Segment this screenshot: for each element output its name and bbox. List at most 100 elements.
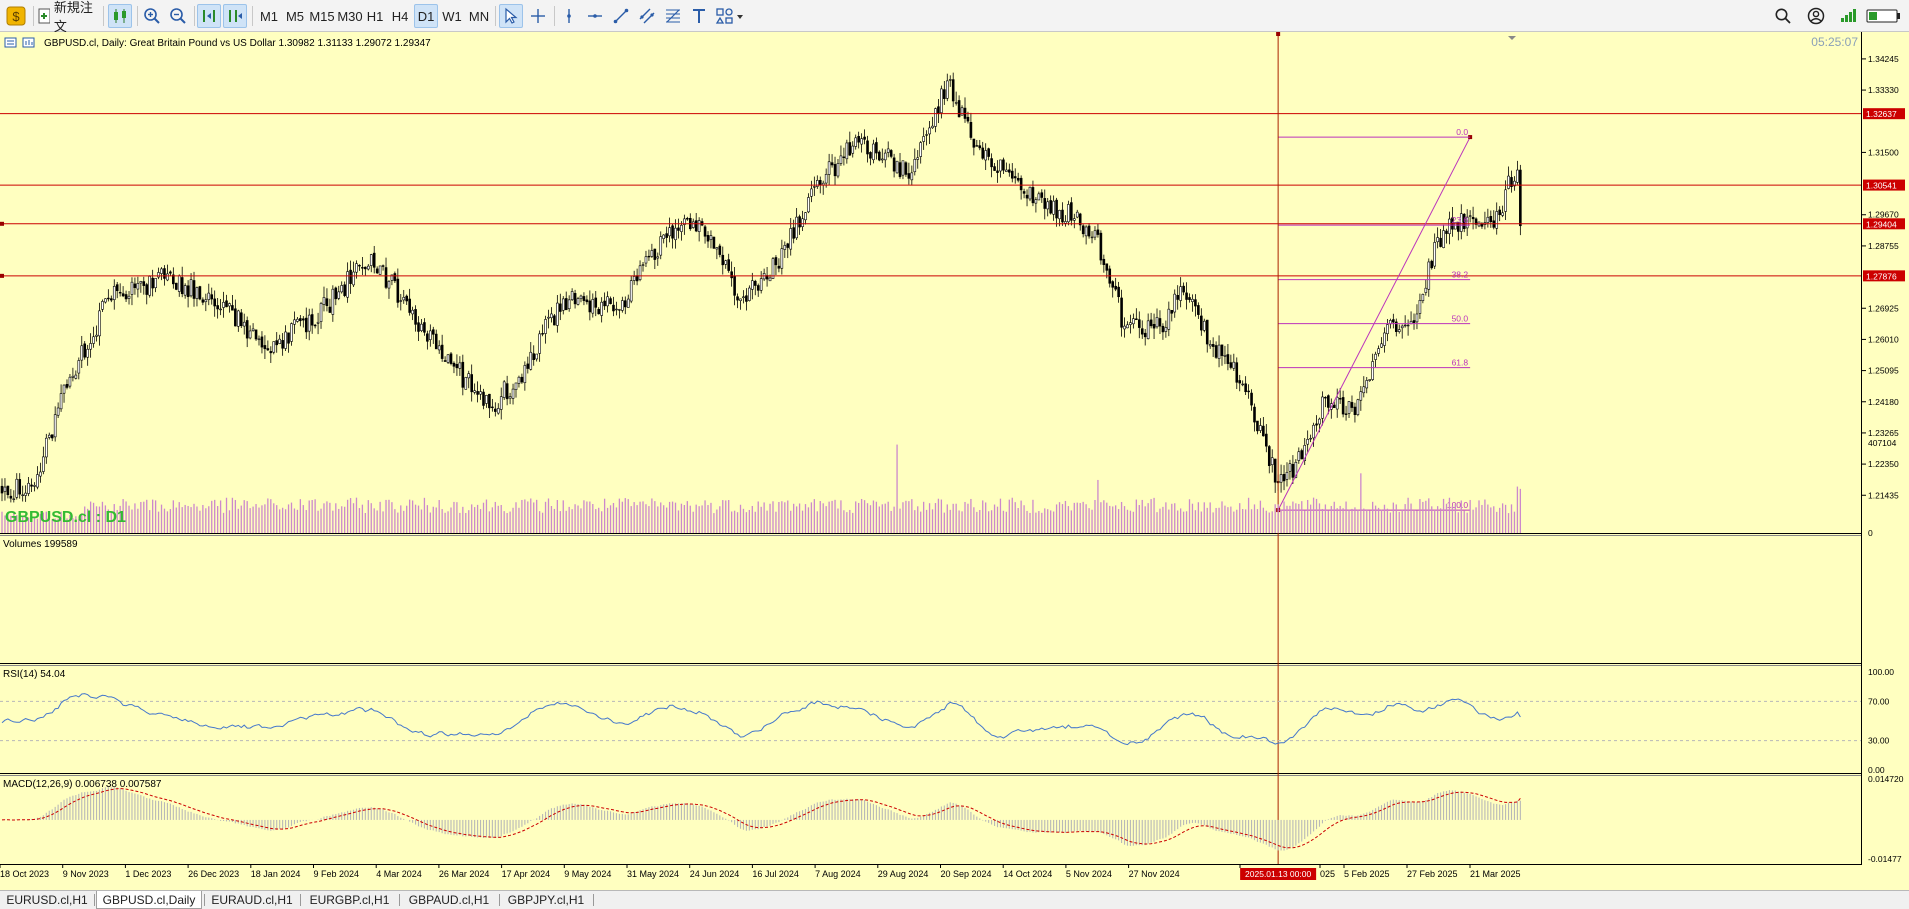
tab-gbpaud-h1[interactable]: GBPAUD.cl,H1 [408,893,490,907]
candle [647,249,651,261]
candle [384,257,388,290]
line-handle[interactable] [1276,32,1281,36]
chart-window[interactable]: 0.0 23.6 38.2 50.0 61.8 100.0 1.32637 1.30541 1… [0,32,1909,890]
timeframe-m1[interactable]: M1 [259,8,279,24]
time-axis-label: 14 Oct 2024 [1003,869,1052,879]
timeframe-m5[interactable]: M5 [285,8,305,24]
tab-gbpusd-daily[interactable]: GBPUSD.cl,Daily [96,891,202,909]
candle [1149,312,1153,329]
crosshair-icon[interactable] [526,4,550,28]
tab-euraud-h1[interactable]: EURAUD.cl,H1 [211,893,293,907]
candle [783,241,787,258]
chart-shift-marker-icon[interactable] [1508,36,1516,40]
candle [1176,285,1179,310]
timeframe-m30[interactable]: M30 [337,8,363,24]
candle [1321,391,1324,426]
candle [346,262,349,303]
time-axis-label: 9 Feb 2024 [314,869,360,879]
timeframe-w1[interactable]: W1 [442,8,462,24]
candlestick-chart-icon[interactable] [108,4,132,28]
main-price-pane[interactable]: 0.0 23.6 38.2 50.0 61.8 100.0 [0,32,1861,864]
search-icon[interactable] [1771,4,1795,28]
symbol-watermark: GBPUSD.cl : D1 [5,509,126,526]
candle [1244,376,1247,395]
candle [1306,430,1309,453]
candle [733,267,736,306]
candle [594,291,598,317]
candle [83,341,87,360]
candle [15,473,19,500]
candle [59,384,63,412]
zoom-in-icon[interactable] [140,4,164,28]
account-icon[interactable] [1804,4,1828,28]
candle [154,278,157,293]
macd-axis-label: 0.014720 [1868,774,1904,784]
candle [786,242,790,259]
candle [588,290,592,321]
candle [1430,259,1434,270]
chart-shift-icon[interactable] [223,4,247,28]
tab-eurusd-h1[interactable]: EURUSD.cl,H1 [6,893,88,907]
timeframe-h1[interactable]: H1 [366,8,384,24]
new-order-icon [38,8,50,24]
zoom-out-icon[interactable] [166,4,190,28]
candle [564,291,568,311]
candle [529,342,533,371]
candle [299,315,302,327]
time-axis: 18 Oct 2023 9 Nov 2023 1 Dec 2023 26 Dec 20… [0,864,1521,880]
timeframe-d1[interactable]: D1 [414,4,438,28]
candle [816,175,819,189]
new-order-button[interactable]: 新規注文 [38,0,98,34]
timeframe-mn[interactable]: MN [468,8,490,24]
candle [615,301,618,316]
trend-line-icon[interactable] [609,4,633,28]
tab-gbpjpy-h1[interactable]: GBPJPY.cl,H1 [507,893,585,907]
candle [313,323,317,329]
candle [121,286,125,298]
fibonacci-icon[interactable] [661,4,685,28]
candle [1188,293,1191,303]
signal-level-icon[interactable] [1836,4,1860,28]
rsi-pane[interactable] [0,693,1861,746]
candle [570,288,574,302]
timeframe-h4[interactable]: H4 [391,8,409,24]
candle [629,275,633,304]
algo-trading-icon[interactable]: $ [4,4,28,28]
tab-eurgbp-h1[interactable]: EURGBP.cl,H1 [309,893,390,907]
auto-scroll-icon[interactable] [197,4,221,28]
candle [765,266,769,287]
line-handle[interactable] [0,221,4,226]
candle [931,116,934,129]
horizontal-line-icon[interactable] [583,4,607,28]
candle [972,138,976,156]
candle [996,160,999,183]
candle [12,490,16,503]
candle [1037,191,1041,201]
chart-info-icon[interactable] [4,37,35,48]
candle [751,272,754,300]
channel-icon[interactable] [635,4,659,28]
candle [833,156,837,186]
candle [222,291,225,318]
timeframe-m15[interactable]: M15 [309,8,335,24]
candle [1480,222,1484,229]
candle [1270,449,1274,473]
candle [889,149,893,159]
cursor-icon[interactable] [499,4,523,28]
candle [334,286,338,306]
candle [1046,197,1050,217]
candle [290,322,293,346]
volumes-pane[interactable] [1,444,1522,533]
candle [990,153,993,178]
candle [721,246,725,275]
text-tool-icon[interactable] [687,4,711,28]
candle [892,153,896,178]
candle [954,91,958,106]
candle [1064,215,1067,227]
vertical-line-icon[interactable] [557,4,581,28]
candle [759,271,763,294]
macd-pane[interactable] [1,786,1521,851]
line-handle[interactable] [0,273,4,278]
shapes-dropdown-icon[interactable] [713,4,747,28]
